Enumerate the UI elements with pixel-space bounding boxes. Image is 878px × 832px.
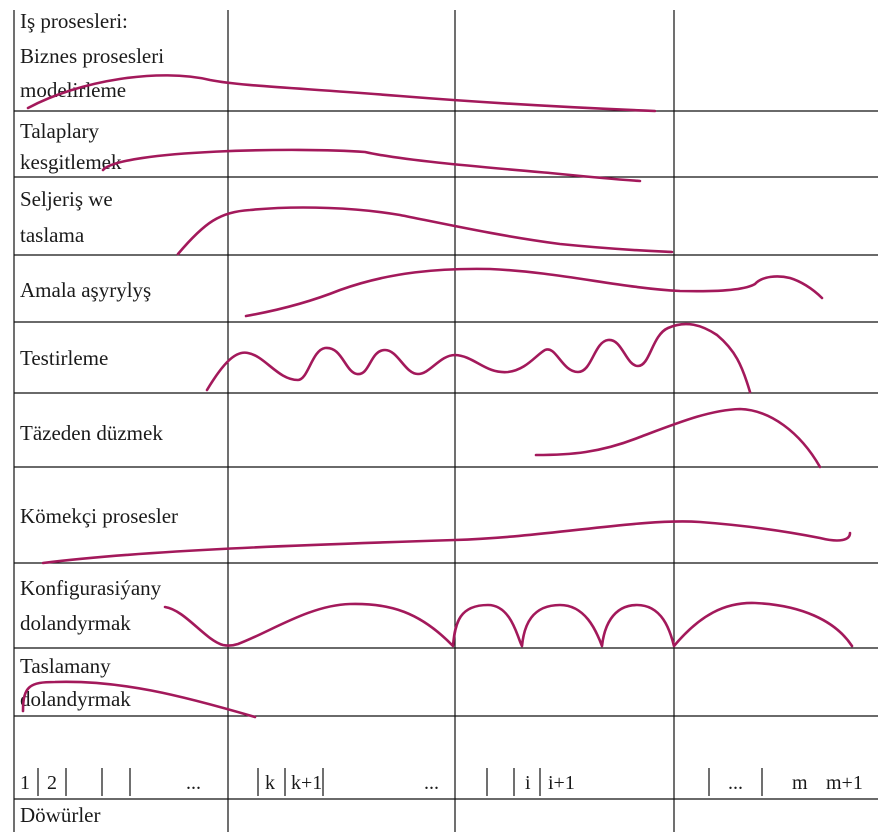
- iteration-label: m+1: [826, 772, 863, 794]
- curve-deployment: [534, 407, 822, 469]
- row-label-project: Taslamany dolandyrmak: [20, 654, 131, 711]
- periods-label: Döwürler: [20, 803, 100, 827]
- curve-config-management: [163, 601, 854, 648]
- row-label-line: Iş prosesleri:: [20, 9, 128, 33]
- row-label-line: kesgitlemek: [20, 150, 122, 174]
- iteration-label: 1: [20, 772, 30, 794]
- iteration-label: k: [265, 772, 275, 794]
- iteration-label: ...: [424, 772, 439, 794]
- row-label-line: Taslamany: [20, 654, 111, 678]
- row-label-line: Kömekçi prosesler: [20, 504, 178, 528]
- iteration-label: k+1: [291, 772, 322, 794]
- curve-project-management: [21, 680, 257, 719]
- row-label-line: Talaplary: [20, 119, 99, 143]
- row-label-config: Konfigurasiýany dolandyrmak: [20, 576, 162, 635]
- curve-business-modeling: [26, 74, 657, 113]
- curve-implementation: [244, 267, 824, 318]
- row-label-line: dolandyrmak: [20, 687, 131, 711]
- row-label-line: Amala aşyrylyş: [20, 278, 151, 302]
- row-label-implementation: Amala aşyrylyş: [20, 278, 151, 302]
- row-label-line: dolandyrmak: [20, 611, 131, 635]
- row-label-requirements: Talaplary kesgitlemek: [20, 119, 122, 174]
- iteration-label: ...: [186, 772, 201, 794]
- row-label-business: Iş prosesleri: Biznes prosesleri modelir…: [20, 9, 164, 102]
- curve-testing: [205, 322, 752, 394]
- row-label-deployment: Täzeden düzmek: [20, 421, 163, 445]
- iteration-label: 2: [47, 772, 57, 794]
- row-label-line: Biznes prosesleri: [20, 44, 164, 68]
- curve-support: [41, 520, 852, 565]
- curve-requirements: [101, 148, 642, 183]
- iteration-label: i: [525, 772, 531, 794]
- row-label-line: Testirleme: [20, 346, 108, 370]
- iteration-label: m: [792, 772, 808, 794]
- row-label-line: Seljeriş we: [20, 187, 113, 211]
- iteration-axis: 1 2 ... k k+1 ... i i+1 ... m m+1: [20, 768, 863, 796]
- row-label-line: Täzeden düzmek: [20, 421, 163, 445]
- row-label-line: taslama: [20, 223, 85, 247]
- row-label-line: Konfigurasiýany: [20, 576, 162, 600]
- activity-curves: [21, 74, 854, 719]
- row-label-testing: Testirleme: [20, 346, 108, 370]
- row-label-support: Kömekçi prosesler: [20, 504, 178, 528]
- curve-analysis-design: [176, 206, 674, 256]
- iteration-label: i+1: [548, 772, 575, 794]
- row-label-analysis: Seljeriş we taslama: [20, 187, 113, 247]
- iteration-label: ...: [728, 772, 743, 794]
